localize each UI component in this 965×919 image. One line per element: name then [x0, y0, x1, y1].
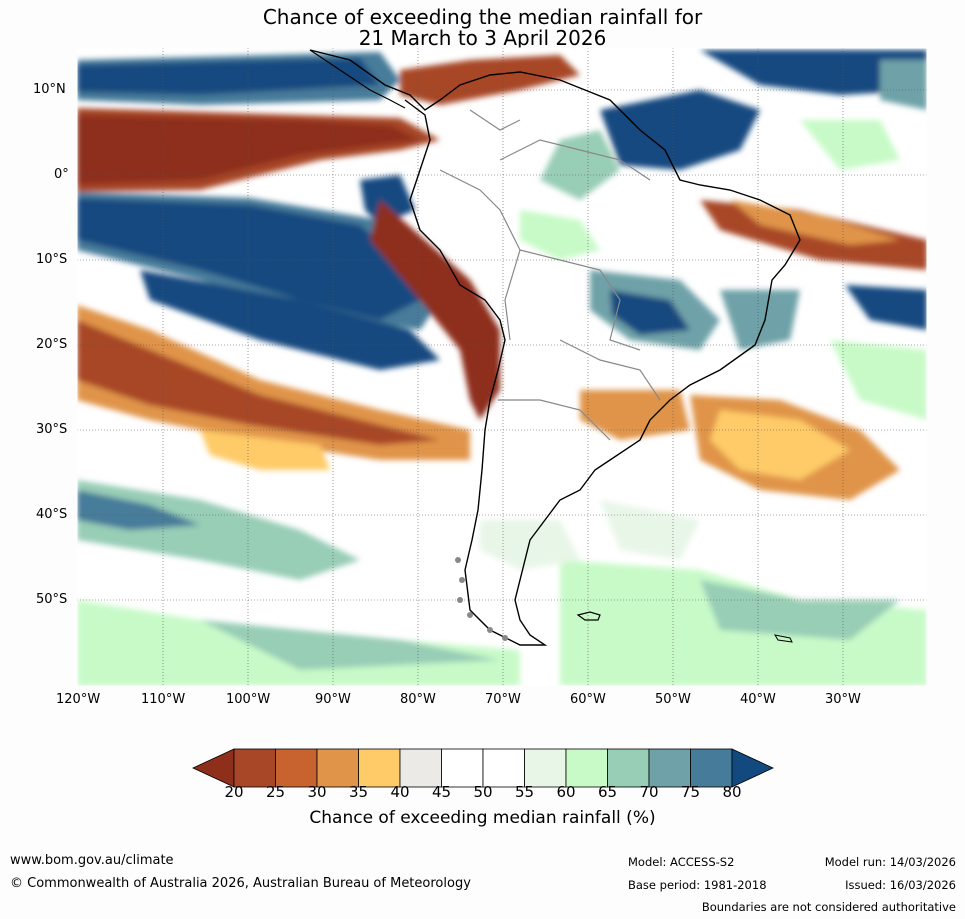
- tierra-del-fuego: [455, 557, 508, 641]
- colorbar-tick: 65: [597, 783, 618, 801]
- colorbar-bin: [690, 748, 733, 788]
- colorbar-tick: 30: [307, 783, 327, 801]
- colorbar-bin: [275, 748, 318, 788]
- model-name: Model: ACCESS-S2: [628, 855, 735, 869]
- colorbar-extend-high: [731, 748, 774, 788]
- colorbar-tick: 55: [514, 783, 535, 801]
- colorbar-tick: 50: [473, 783, 493, 801]
- coastline: [309, 49, 801, 646]
- colorbar-bin: [648, 748, 691, 788]
- lon-label-70w: 70°W: [485, 692, 521, 707]
- colorbar-bin: [399, 748, 442, 788]
- lon-label-100w: 100°W: [226, 692, 271, 707]
- colorbar: [192, 748, 774, 788]
- colorbar-title: Chance of exceeding median rainfall (%): [309, 808, 656, 828]
- copyright: © Commonwealth of Australia 2026, Austra…: [10, 876, 471, 891]
- title-line-1: Chance of exceeding the median rainfall …: [262, 5, 703, 29]
- model-run: Model run: 14/03/2026: [824, 855, 956, 869]
- lon-label-30w: 30°W: [825, 692, 861, 707]
- colorbar-tick: 35: [348, 783, 369, 801]
- rainfall-field: [77, 48, 927, 686]
- lat-label-20s: 20°S: [36, 337, 68, 352]
- colorbar-tick: 20: [224, 783, 244, 801]
- colorbar-tick: 40: [390, 783, 410, 801]
- colorbar-tick: 70: [639, 783, 659, 801]
- lat-label-50s: 50°S: [36, 592, 68, 607]
- colorbar-bin: [358, 748, 401, 788]
- lon-label-40w: 40°W: [740, 692, 776, 707]
- base-period: Base period: 1981-2018: [628, 878, 767, 892]
- lon-label-120w: 120°W: [56, 692, 101, 707]
- title-line-2: 21 March to 3 April 2026: [358, 26, 607, 50]
- colorbar-extend-low: [192, 748, 235, 788]
- disclaimer: Boundaries are not considered authoritat…: [701, 900, 956, 914]
- lat-label-0: 0°: [54, 167, 69, 182]
- lat-label-30s: 30°S: [36, 422, 68, 437]
- lon-label-110w: 110°W: [141, 692, 186, 707]
- colorbar-bin: [233, 748, 276, 788]
- lat-label-40s: 40°S: [36, 507, 68, 522]
- colorbar-tick: 60: [556, 783, 576, 801]
- lat-label-10s: 10°S: [36, 252, 68, 267]
- colorbar-bin: [316, 748, 359, 788]
- website-link[interactable]: www.bom.gov.au/climate: [10, 853, 174, 868]
- colorbar-tick: 75: [680, 783, 701, 801]
- lon-label-60w: 60°W: [570, 692, 606, 707]
- colorbar-bin: [524, 748, 567, 788]
- lon-label-80w: 80°W: [400, 692, 436, 707]
- map-frame: [76, 47, 928, 687]
- colorbar-bin: [565, 748, 608, 788]
- colorbar-bin: [482, 748, 525, 788]
- lat-label-10n: 10°N: [33, 82, 66, 97]
- colorbar-bin: [441, 748, 484, 788]
- colorbar-tick: 45: [431, 783, 452, 801]
- country-boundaries: [439, 109, 661, 441]
- issued-date: Issued: 16/03/2026: [845, 878, 956, 892]
- colorbar-tick: 25: [265, 783, 286, 801]
- lon-label-90w: 90°W: [315, 692, 351, 707]
- colorbar-bin: [607, 748, 650, 788]
- lon-label-50w: 50°W: [655, 692, 691, 707]
- colorbar-tick: 80: [722, 783, 742, 801]
